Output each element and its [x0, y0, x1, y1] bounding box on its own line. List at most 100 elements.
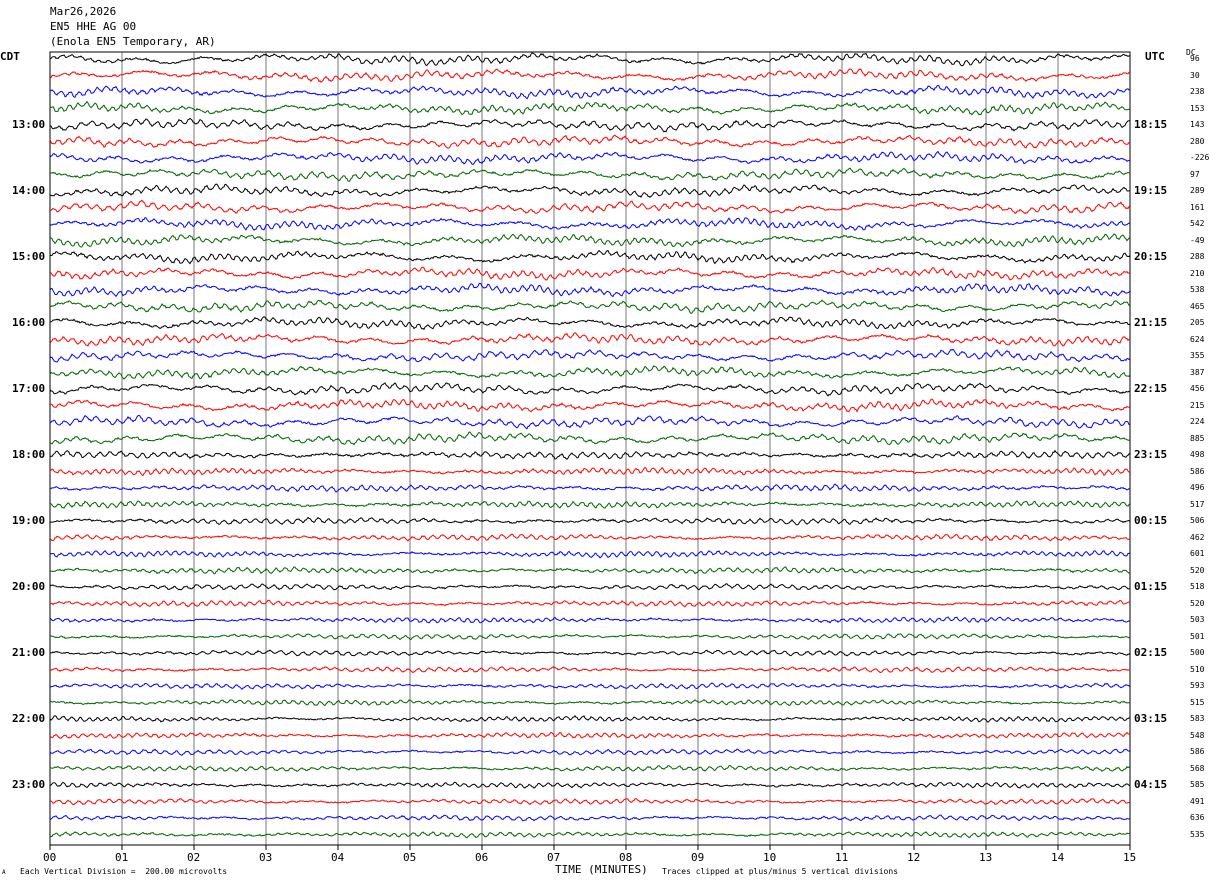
x-tick-label: 05: [403, 851, 417, 864]
left-time-label: 22:00: [12, 712, 46, 725]
clip-note: Traces clipped at plus/minus 5 vertical …: [662, 867, 899, 876]
seismic-traces: [49, 52, 1131, 839]
dc-offset-label: 97: [1190, 169, 1200, 179]
left-time-label: 20:00: [12, 580, 46, 593]
dc-offset-label: 496: [1190, 483, 1205, 492]
dc-offset-label: 153: [1190, 103, 1205, 113]
trace-39: [49, 682, 1131, 691]
dc-offset-label: 520: [1190, 565, 1205, 575]
dc-offset-label: 586: [1190, 747, 1205, 756]
trace-40: [49, 698, 1131, 707]
x-tick-label: 02: [187, 851, 201, 864]
right-time-label: 19:15: [1134, 184, 1168, 197]
right-time-label: 18:15: [1134, 118, 1168, 131]
trace-41: [49, 714, 1131, 723]
trace-48: [49, 831, 1131, 839]
dc-offset-label: 205: [1190, 318, 1205, 327]
station-id: EN5 HHE AG 00: [50, 20, 137, 33]
dc-offset-label: 498: [1190, 450, 1205, 459]
trace-4: [49, 100, 1131, 116]
dc-offset-label: 500: [1190, 648, 1205, 657]
x-tick-label: 07: [547, 851, 561, 864]
right-time-label: 02:15: [1134, 646, 1168, 659]
x-tick-label: 11: [835, 851, 849, 864]
x-tick-label: 09: [691, 851, 705, 864]
dc-offset-label: 542: [1190, 219, 1205, 228]
dc-offset-label: 510: [1190, 664, 1205, 674]
trace-44: [49, 764, 1131, 773]
trace-24: [49, 431, 1131, 446]
trace-15: [49, 282, 1131, 298]
dc-offset-label: 30: [1190, 70, 1200, 80]
trace-27: [49, 483, 1131, 493]
left-timezone-label: CDT: [0, 50, 20, 63]
trace-3: [49, 84, 1131, 100]
station-location: (Enola EN5 Temporary, AR): [50, 35, 216, 48]
trace-22: [49, 398, 1131, 413]
trace-35: [49, 616, 1131, 624]
trace-25: [50, 449, 1131, 460]
trace-29: [49, 516, 1131, 526]
right-timezone-label: UTC: [1145, 50, 1165, 63]
dc-offset-label: 538: [1190, 285, 1205, 294]
x-tick-label: 15: [1123, 851, 1137, 864]
x-tick-label: 14: [1051, 851, 1065, 864]
trace-2: [49, 68, 1131, 83]
dc-offset-label: 465: [1190, 301, 1205, 311]
trace-47: [49, 814, 1131, 822]
trace-9: [49, 183, 1131, 198]
trace-18: [49, 332, 1131, 347]
dc-offset-label: 462: [1190, 532, 1205, 542]
trace-20: [49, 365, 1131, 380]
trace-46: [49, 798, 1131, 806]
dc-offset-label: 885: [1190, 433, 1205, 443]
dc-offset-label: 583: [1190, 714, 1205, 723]
right-time-label: 03:15: [1134, 712, 1168, 725]
dc-offset-label: 586: [1190, 466, 1205, 476]
x-tick-label: 03: [259, 851, 273, 864]
left-time-label: 16:00: [12, 316, 46, 329]
dc-offset-label: 515: [1190, 697, 1205, 707]
left-time-label: 17:00: [12, 382, 46, 395]
x-tick-label: 10: [763, 851, 777, 864]
left-time-label: 21:00: [12, 646, 46, 659]
trace-10: [49, 199, 1131, 215]
dc-offset-label: 503: [1190, 615, 1205, 624]
plot-date: Mar26,2026: [50, 5, 117, 18]
dc-offset-label: 215: [1190, 400, 1205, 410]
left-time-label: 14:00: [12, 184, 46, 197]
minute-gridlines: [49, 51, 1131, 846]
trace-7: [49, 150, 1131, 165]
x-tick-label: 08: [619, 851, 633, 864]
dc-offset-label: -226: [1190, 153, 1210, 162]
trace-30: [49, 533, 1131, 542]
x-axis-title: TIME (MINUTES): [555, 863, 648, 876]
dc-offset-label: 535: [1190, 829, 1205, 839]
dc-offset-label: 289: [1190, 186, 1205, 195]
trace-45: [49, 781, 1131, 789]
plot-frame: [49, 51, 1131, 846]
right-time-label: 04:15: [1134, 778, 1168, 791]
trace-17: [50, 316, 1131, 331]
dc-offset-label: 210: [1190, 268, 1205, 278]
right-time-label: 23:15: [1134, 448, 1168, 461]
trace-26: [49, 466, 1131, 477]
trace-36: [49, 633, 1130, 641]
trace-6: [49, 134, 1131, 149]
left-time-label: 19:00: [12, 514, 46, 527]
dc-offset-label: -49: [1190, 235, 1205, 245]
dc-offset-label: 224: [1190, 417, 1205, 426]
dc-offset-label: 506: [1190, 516, 1205, 525]
trace-32: [49, 566, 1131, 575]
trace-33: [49, 583, 1131, 591]
dc-offset-label: 636: [1190, 813, 1205, 822]
trace-21: [49, 382, 1131, 397]
x-tick-label: 12: [907, 851, 921, 864]
right-time-label: 22:15: [1134, 382, 1168, 395]
trace-43: [49, 748, 1131, 756]
scale-note: Each Vertical Division = 200.00 microvol…: [20, 867, 228, 876]
trace-19: [49, 348, 1131, 363]
x-tick-label: 01: [115, 851, 129, 864]
dc-offset-label: 491: [1190, 796, 1205, 806]
